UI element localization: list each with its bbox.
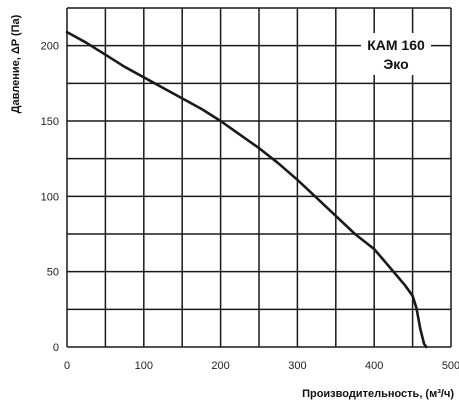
legend-box xyxy=(361,33,431,75)
y-tick-label: 200 xyxy=(41,41,59,53)
y-tick-label: 150 xyxy=(41,116,59,128)
x-tick-label: 0 xyxy=(64,360,70,372)
chart-grid xyxy=(66,7,452,348)
legend-line-1: КАМ 160 xyxy=(367,37,425,53)
x-tick-label: 500 xyxy=(442,360,459,372)
x-tick-label: 200 xyxy=(211,360,229,372)
x-axis-ticks: 0 100 200 300 400 500 xyxy=(64,360,459,372)
series-layer xyxy=(65,30,428,349)
x-axis-title: Производительность, (м³/ч) xyxy=(302,388,454,400)
legend-line-2: Эко xyxy=(383,56,408,72)
y-tick-label: 50 xyxy=(47,267,59,279)
y-tick-label: 0 xyxy=(53,342,59,354)
y-axis-ticks: 0 50 100 150 200 xyxy=(41,41,59,354)
x-tick-label: 300 xyxy=(288,360,306,372)
series-line xyxy=(65,30,428,349)
y-axis-title: Давление, ΔP (Па) xyxy=(10,14,22,113)
x-tick-label: 100 xyxy=(135,360,153,372)
chart-legend: КАМ 160 Эко xyxy=(361,33,431,75)
y-tick-label: 100 xyxy=(41,191,59,203)
x-tick-label: 400 xyxy=(365,360,383,372)
